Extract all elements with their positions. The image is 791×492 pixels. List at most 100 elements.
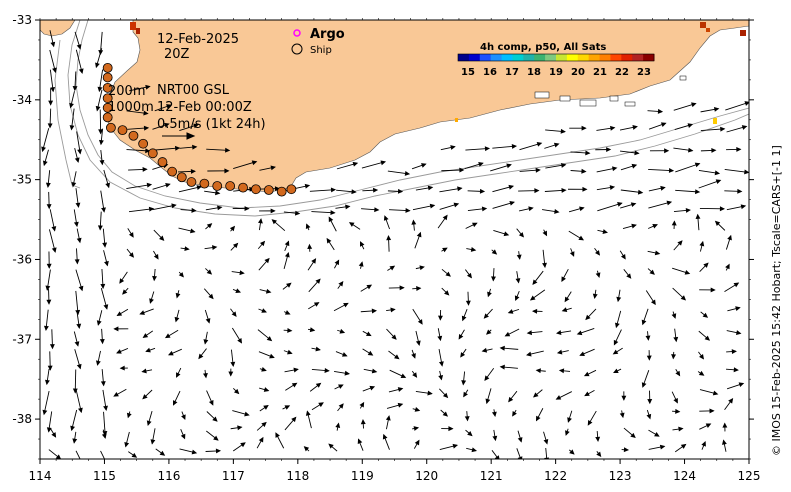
scale-label: 0.5m/s (1kt 24h) [157,117,266,132]
current-arrow-head [97,225,103,231]
current-arrow-head [159,450,166,456]
current-arrow-head [703,262,709,268]
current-arrow-head [95,62,100,69]
colorbar-swatch [610,54,622,61]
current-arrow-head [264,257,270,264]
current-arrow-head [606,147,612,153]
y-tick-label: -35 [12,173,32,187]
current-arrow-head [442,392,449,399]
y-tick-label: -34 [12,93,32,107]
current-arrow-head [391,334,397,340]
current-arrow-head [735,330,742,335]
current-arrow-head [330,210,336,216]
current-arrow-head [97,86,103,93]
current-arrow-head [685,207,692,213]
current-arrow-head [542,262,547,269]
current-arrow-head [438,361,444,367]
current-arrow-head [412,372,418,378]
current-arrow-head [265,288,272,294]
current-arrow-head [211,245,218,251]
current-arrow-head [75,202,81,208]
current-arrow-head [330,187,337,193]
current-arrow-head [666,200,673,206]
current-arrow-head [51,226,57,232]
current-arrow-head [671,220,677,226]
current-arrow-head [239,270,245,276]
current-arrow-head [104,260,109,267]
colorbar-swatch [490,54,503,61]
y-tick-label: -33 [12,13,32,27]
current-arrow-head [168,350,174,356]
drifter-point [102,72,113,83]
current-arrow-head [687,123,694,128]
current-arrow-head [503,231,510,237]
current-arrow-head [637,189,644,195]
current-arrow-head [141,368,147,374]
current-arrow-head [159,235,165,241]
current-arrow-head [429,203,436,209]
current-arrow-head [198,353,204,360]
current-arrow-head [543,439,549,445]
current-arrow-head [702,312,709,318]
current-arrow-head [230,361,236,368]
current-arrow-head [699,353,705,360]
y-tick-label: -38 [12,412,32,426]
current-arrow-head [491,411,497,418]
current-arrow-head [103,304,109,310]
current-arrow-head [421,163,427,168]
current-arrow-head [380,160,387,166]
current-arrow-head [257,218,263,224]
y-tick-label: -36 [12,252,32,266]
current-arrow-head [512,411,517,417]
current-arrow-head [328,443,334,449]
current-arrow-head [680,295,687,301]
current-arrow-head [142,333,149,339]
current-arrow-head [536,141,543,147]
current-arrow-head [48,100,54,106]
current-arrow-head [647,399,653,405]
current-arrow-head [126,412,132,419]
current-arrow-head [650,299,656,306]
current-arrow-shaft [545,447,548,459]
current-arrow-head [263,404,269,410]
current-arrow-head [535,368,541,374]
current-arrow-head [270,165,277,171]
colorbar-swatch [479,54,492,61]
x-tick-label: 119 [351,469,374,483]
current-arrow-head [713,106,720,112]
current-arrow-head [175,292,181,299]
current-arrow-head [553,142,560,148]
current-arrow-head [165,182,171,188]
current-arrow-head [442,214,448,221]
sst-pixels [130,22,746,124]
current-arrow-head [343,302,349,308]
current-arrow-head [287,349,293,355]
current-arrow-head [712,390,719,396]
drifter-point [117,125,128,136]
current-arrow-head [417,319,423,325]
current-arrow-head [660,185,666,191]
current-arrow-head [261,366,267,372]
current-arrow-head [419,265,425,271]
current-arrow-head [715,179,722,184]
current-arrow-head [217,205,223,211]
current-arrow-head [704,335,711,341]
current-arrow-head [558,368,565,374]
current-arrow-head [444,290,450,296]
current-arrow-head [564,296,570,303]
current-arrow-head [206,223,213,229]
current-arrow-head [390,307,396,313]
current-arrow-head [263,387,270,392]
current-arrow-head [744,101,749,106]
current-arrow-head [383,215,389,221]
current-arrow-head [47,365,53,371]
current-arrow-head [338,384,344,389]
colorbar-swatch [545,54,557,61]
current-arrow-head [614,322,620,329]
current-arrow-head [345,204,351,210]
current-arrow-head [51,247,57,253]
colorbar-tick-label: 20 [571,67,585,78]
current-arrow-head [143,110,149,116]
current-arrow-head [529,295,536,301]
current-arrow-head [371,368,378,374]
